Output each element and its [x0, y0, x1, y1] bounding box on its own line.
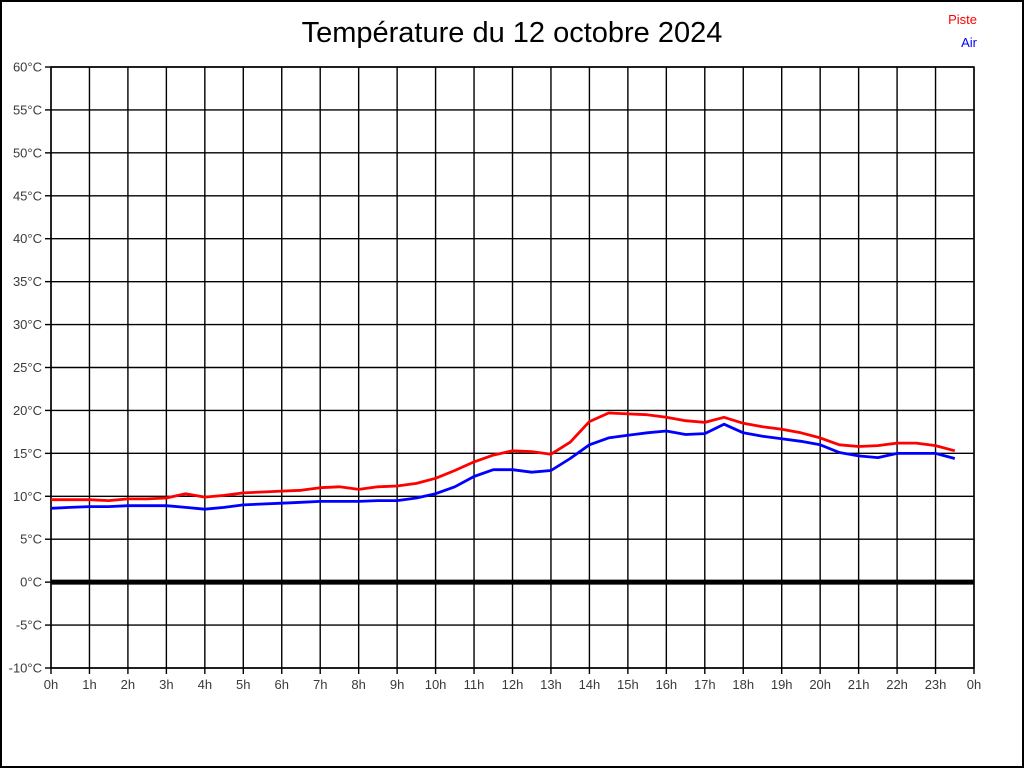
chart-title: Température du 12 octobre 2024	[301, 17, 723, 49]
x-tick-label: 9h	[390, 677, 404, 692]
y-tick-label: 20°C	[13, 403, 42, 418]
y-tick-label: 0°C	[20, 575, 42, 590]
series-piste-line	[51, 411, 956, 503]
x-tick-label: 13h	[540, 677, 562, 692]
x-tick-label: 14h	[579, 677, 601, 692]
y-tick-label: 45°C	[13, 188, 42, 203]
x-tick-label: 7h	[313, 677, 327, 692]
legend: Piste Air	[948, 8, 977, 54]
x-tick-label: 18h	[732, 677, 754, 692]
x-tick-label: 5h	[236, 677, 250, 692]
y-tick-label: -10°C	[9, 661, 42, 676]
x-tick-label: 21h	[848, 677, 870, 692]
y-tick-label: 50°C	[13, 145, 42, 160]
x-tick-label: 8h	[351, 677, 365, 692]
y-tick-label: 35°C	[13, 274, 42, 289]
x-tick-label: 0h	[44, 677, 58, 692]
x-tick-label: 3h	[159, 677, 173, 692]
x-tick-label: 17h	[694, 677, 716, 692]
x-tick-label: 16h	[655, 677, 677, 692]
x-tick-label: 2h	[121, 677, 135, 692]
y-tick-label: -5°C	[16, 618, 42, 633]
y-tick-label: 60°C	[13, 60, 42, 75]
series-air-line	[50, 422, 956, 511]
y-tick-label: 25°C	[13, 360, 42, 375]
x-tick-label: 1h	[82, 677, 96, 692]
x-tick-label: 10h	[425, 677, 447, 692]
x-tick-label: 12h	[502, 677, 524, 692]
y-tick-label: 15°C	[13, 446, 42, 461]
x-tick-label: 23h	[925, 677, 947, 692]
x-tick-label: 11h	[464, 677, 485, 692]
x-tick-label: 19h	[771, 677, 793, 692]
y-tick-label: 10°C	[13, 489, 42, 504]
y-tick-label: 5°C	[20, 532, 42, 547]
y-tick-label: 30°C	[13, 317, 42, 332]
x-tick-label: 22h	[886, 677, 908, 692]
x-tick-label: 0h	[967, 677, 981, 692]
legend-item-piste: Piste	[948, 12, 977, 27]
x-tick-label: 6h	[275, 677, 289, 692]
x-tick-label: 4h	[198, 677, 212, 692]
y-tick-label: 40°C	[13, 231, 42, 246]
legend-item-air: Air	[961, 35, 977, 50]
y-tick-label: 55°C	[13, 102, 42, 117]
x-tick-label: 15h	[617, 677, 639, 692]
x-tick-label: 20h	[809, 677, 831, 692]
